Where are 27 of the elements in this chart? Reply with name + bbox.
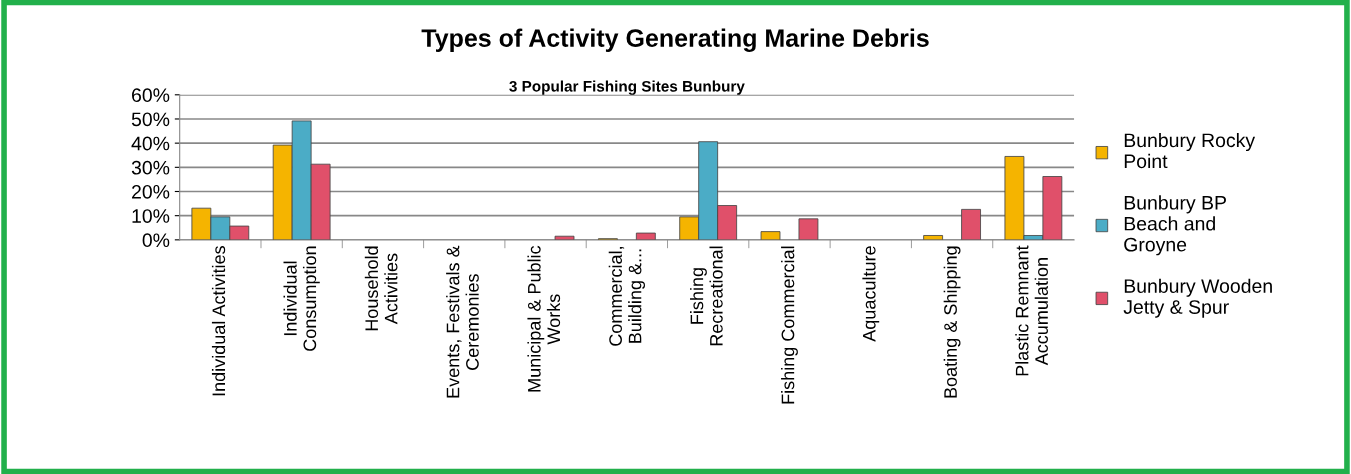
legend-label: Bunbury BP Beach and Groyne	[1124, 195, 1226, 256]
legend-label: Bunbury Rocky Point	[1124, 132, 1256, 169]
bar	[635, 232, 656, 240]
y-tick-label: 60%	[132, 88, 170, 103]
x-tick-label: Aquaculture	[862, 246, 880, 342]
x-tick-label: Fishing Recreational	[690, 246, 723, 346]
bar	[798, 218, 819, 240]
y-tick-label: 20%	[132, 184, 170, 199]
x-tick-label: Plastic Remnant Accumulation	[1015, 245, 1048, 376]
x-tick-label: Boating & Shipping	[943, 246, 961, 398]
y-tick-label: 10%	[132, 209, 170, 223]
x-tick-label: Commercial, Building &...	[608, 247, 645, 346]
chart-subtitle: 3 Popular Fishing Sites Bunbury	[509, 80, 745, 95]
bar	[961, 208, 981, 240]
chart-title: Types of Activity Generating Marine Debris	[421, 28, 929, 52]
x-tick-label: Events, Festivals & Ceremonies	[446, 245, 479, 398]
y-tick-label: 50%	[131, 112, 170, 127]
x-tick-label: Fishing Commercial	[781, 246, 798, 404]
x-tick-label: Individual Activities	[211, 246, 226, 396]
legend-label: Bunbury Wooden Jetty & Spur	[1123, 278, 1272, 318]
x-tick-label: Individual Consumption	[283, 246, 320, 351]
y-tick-label: 0%	[142, 233, 170, 248]
y-tick-label: 30%	[131, 160, 170, 175]
x-tick-label: Household Activities	[364, 246, 398, 331]
x-tick-label: Municipal & Public Works	[527, 245, 561, 392]
bar	[760, 231, 781, 240]
y-tick-label: 40%	[131, 136, 170, 151]
